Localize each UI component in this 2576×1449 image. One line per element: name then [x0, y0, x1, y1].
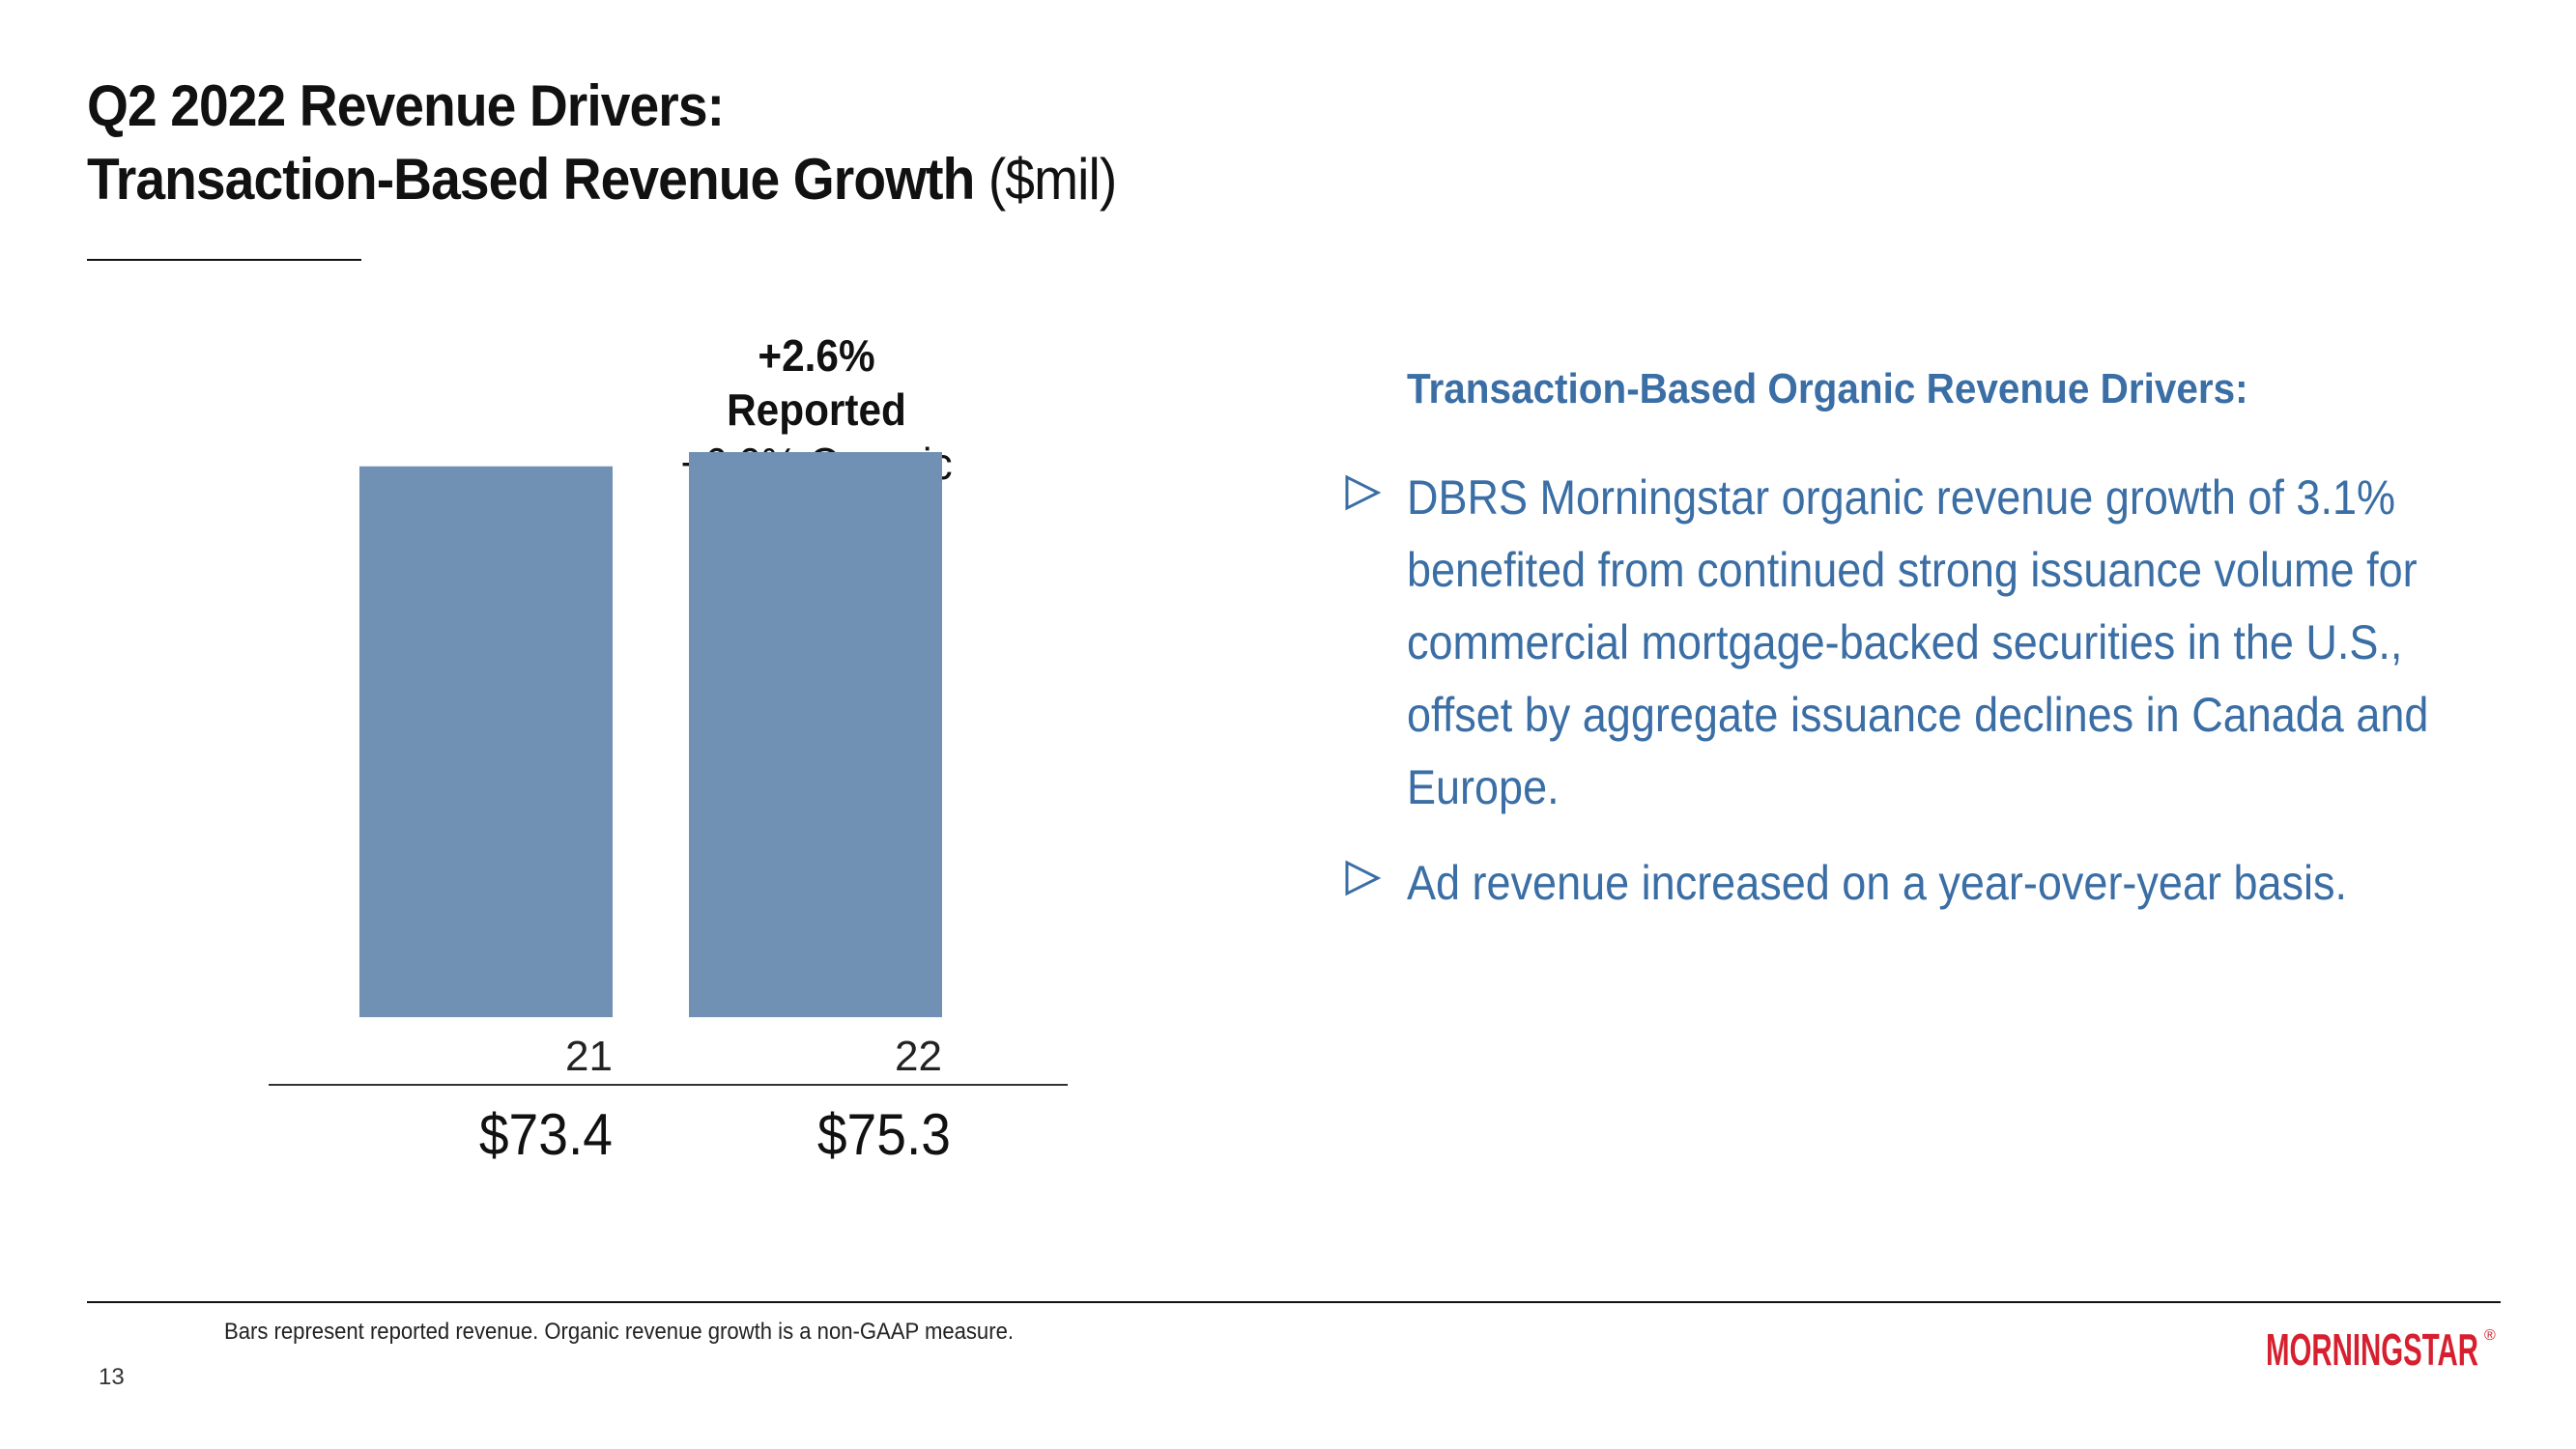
drivers-heading: Transaction-Based Organic Revenue Driver… [1407, 365, 2248, 412]
title-unit: ($mil) [987, 147, 1117, 212]
list-item: Ad revenue increased on a year-over-year… [1343, 847, 2522, 920]
title-line-2: Transaction-Based Revenue Growth [87, 147, 975, 212]
footer-divider [87, 1301, 2501, 1303]
title-line-1: Q2 2022 Revenue Drivers: [87, 73, 725, 138]
logo-text: MORNINGSTAR [2266, 1324, 2478, 1375]
data-label: $75.3 [816, 1102, 951, 1167]
page-number: 13 [99, 1364, 125, 1390]
title-underline [87, 259, 361, 261]
data-label: $73.4 [478, 1102, 613, 1167]
x-tick-label: 22 [895, 1033, 942, 1080]
x-tick-label: 21 [565, 1033, 613, 1080]
page-title: Q2 2022 Revenue Drivers: Transaction-Bas… [87, 70, 1117, 216]
triangle-right-outline-icon [1345, 474, 1382, 511]
footnote: Bars represent reported revenue. Organic… [224, 1319, 1014, 1345]
bar-21 [359, 466, 613, 1017]
bullet-text: Ad revenue increased on a year-over-year… [1407, 856, 2348, 910]
drivers-list: DBRS Morningstar organic revenue growth … [1343, 462, 2522, 943]
bar-22 [689, 452, 942, 1017]
reported-growth: +2.6% Reported [727, 330, 906, 435]
morningstar-logo: MORNINGSTAR ® [2266, 1324, 2496, 1375]
list-item: DBRS Morningstar organic revenue growth … [1343, 462, 2522, 824]
logo-registered-mark: ® [2484, 1327, 2496, 1344]
triangle-right-outline-icon [1345, 860, 1382, 896]
bullet-text: DBRS Morningstar organic revenue growth … [1407, 470, 2429, 814]
